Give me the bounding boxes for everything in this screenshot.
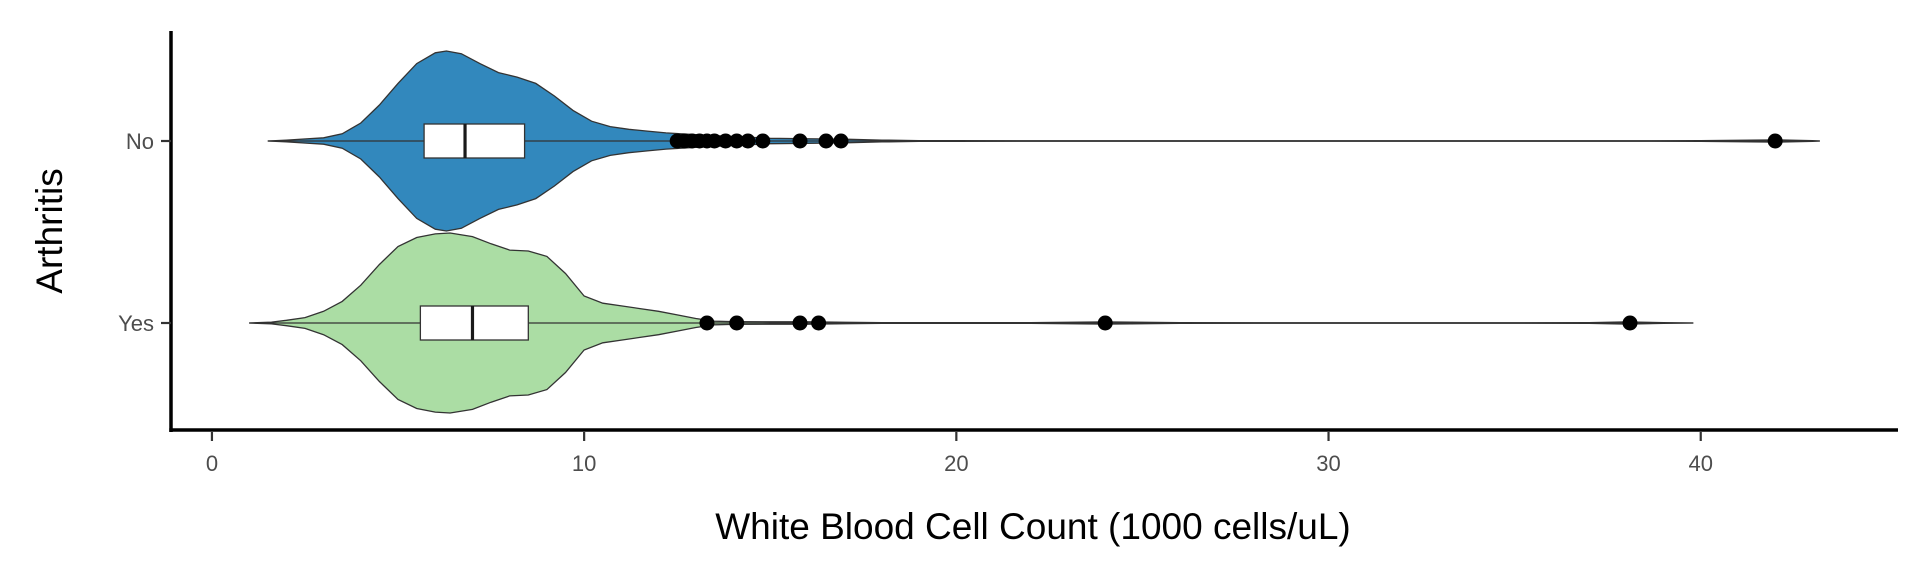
box-yes <box>419 305 529 341</box>
outlier-point <box>1767 133 1783 149</box>
outlier-point <box>718 133 734 149</box>
x-tick-label: 0 <box>206 451 218 476</box>
y-tick-label: Yes <box>118 311 154 336</box>
outlier-point <box>1097 315 1113 331</box>
y-tick-label: No <box>126 129 154 154</box>
outlier-point <box>792 133 808 149</box>
y-axis-ticks: No Yes <box>118 129 171 336</box>
violin-group-no <box>267 50 1820 232</box>
outlier-point <box>706 133 722 149</box>
violin-group-yes <box>249 232 1694 414</box>
outlier-point <box>729 133 745 149</box>
outlier-point <box>1622 315 1638 331</box>
x-tick-label: 30 <box>1316 451 1340 476</box>
outlier-point <box>729 315 745 331</box>
x-axis-ticks: 0 10 20 30 40 <box>206 432 1713 476</box>
plot-area <box>249 50 1820 414</box>
outlier-point <box>699 315 715 331</box>
outlier-point <box>818 133 834 149</box>
outlier-point <box>740 133 756 149</box>
x-tick-label: 40 <box>1688 451 1712 476</box>
box-no <box>423 123 526 159</box>
outlier-point <box>811 315 827 331</box>
y-axis-title: Arthritis <box>29 168 70 293</box>
x-tick-label: 20 <box>944 451 968 476</box>
outlier-point <box>833 133 849 149</box>
outlier-point <box>755 133 771 149</box>
x-axis-title: White Blood Cell Count (1000 cells/uL) <box>715 506 1351 547</box>
x-tick-label: 10 <box>572 451 596 476</box>
outlier-point <box>792 315 808 331</box>
